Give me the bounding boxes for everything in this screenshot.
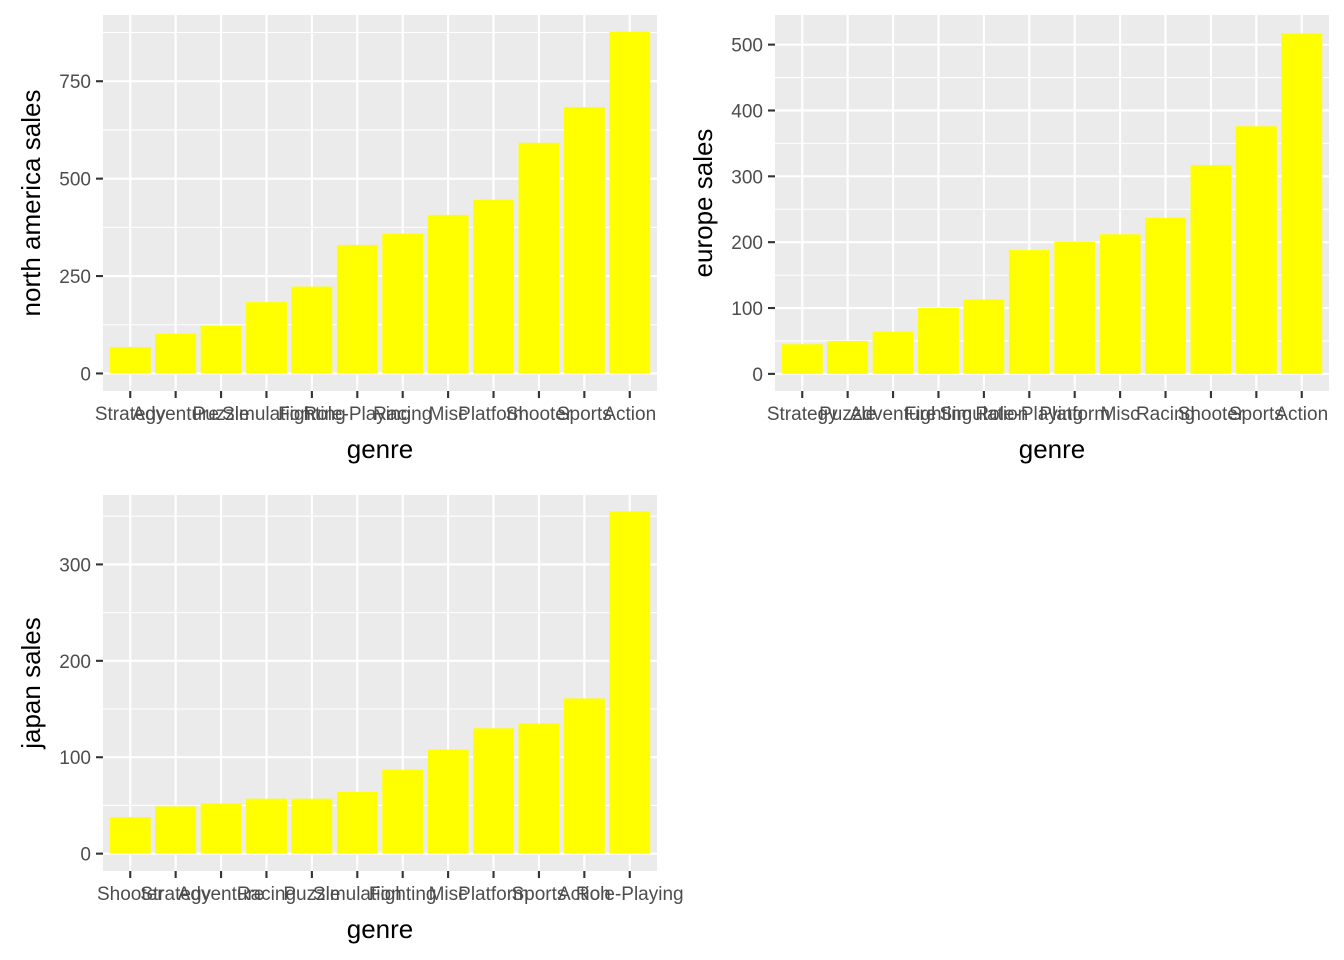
y-tick-label: 250	[59, 267, 91, 288]
x-tick-label: Misc	[429, 884, 468, 905]
x-tick-label: Action	[558, 884, 611, 905]
bar-puzzle	[291, 798, 333, 854]
y-axis-title: japan sales	[16, 617, 46, 750]
x-tick-label: Action	[1275, 404, 1328, 425]
y-tick-label: 400	[731, 101, 763, 122]
chart-panel-1: 0 250 500 750 StrategyAdventurePuzzleSimulat…	[16, 15, 657, 464]
bar-simulation	[336, 791, 378, 854]
bar-sports	[1235, 126, 1277, 374]
y-tick-label: 100	[59, 748, 91, 769]
x-tick-label: Strategy	[140, 884, 211, 905]
x-tick-label: Simulation	[222, 404, 311, 425]
x-tick-label: Role-Playing	[975, 404, 1083, 425]
bar-fighting	[382, 769, 424, 854]
x-tick-label: Adventure	[132, 404, 219, 425]
x-tick-label: Sports	[557, 404, 612, 425]
chart-panel-2: 0 100 200 300 400 500 StrategyPuzzleAdventureF…	[688, 15, 1329, 464]
y-tick-label: 500	[731, 36, 763, 57]
x-tick-label: Platform	[1039, 404, 1110, 425]
y-tick-label: 100	[731, 299, 763, 320]
x-tick-label: Platform	[458, 884, 529, 905]
x-tick-label: Strategy	[95, 404, 166, 425]
y-tick-label: 200	[731, 233, 763, 254]
x-tick-label: Puzzle	[283, 884, 340, 905]
bar-racing	[246, 798, 287, 854]
y-tick-label: 200	[59, 652, 91, 673]
x-tick-label: Shooter	[1178, 404, 1245, 425]
bar-shooter	[1190, 165, 1232, 374]
x-tick-label: Fighting	[905, 404, 973, 425]
bar-action	[1281, 33, 1323, 374]
bar-simulation	[246, 302, 287, 374]
y-tick-label: 300	[59, 555, 91, 576]
x-tick-label: Simulation	[313, 884, 402, 905]
bar-strategy	[155, 806, 197, 854]
bar-sports	[518, 723, 560, 854]
bar-role-playing	[336, 244, 378, 374]
bar-puzzle	[200, 325, 242, 374]
x-tick-label: Shooter	[506, 404, 573, 425]
bar-misc	[427, 749, 469, 854]
bar-misc	[1099, 234, 1141, 374]
x-tick-label: Fighting	[278, 404, 346, 425]
y-tick-label: 300	[731, 167, 763, 188]
x-tick-label: Simulation	[940, 404, 1029, 425]
x-axis-title: genre	[347, 434, 414, 464]
x-tick-label: Puzzle	[193, 404, 250, 425]
bar-platform	[473, 199, 514, 374]
x-tick-label: Misc	[1101, 404, 1140, 425]
bar-role-playing	[1008, 250, 1050, 374]
bar-racing	[1145, 217, 1186, 374]
bar-racing	[382, 233, 424, 374]
x-tick-label: Racing	[373, 404, 432, 425]
x-tick-label: Adventure	[850, 404, 937, 425]
bar-misc	[427, 214, 469, 374]
bar-shooter	[109, 817, 151, 854]
x-axis-title: genre	[347, 914, 414, 944]
y-tick-label: 0	[80, 364, 91, 385]
bar-simulation	[963, 299, 1005, 374]
bar-fighting	[291, 286, 333, 374]
x-tick-label: Racing	[1136, 404, 1195, 425]
bar-strategy	[781, 344, 823, 374]
x-tick-label: Puzzle	[819, 404, 876, 425]
y-tick-label: 500	[59, 170, 91, 191]
x-tick-label: Action	[603, 404, 656, 425]
x-tick-label: Racing	[237, 884, 296, 905]
x-tick-label: Sports	[1229, 404, 1284, 425]
bar-platform	[473, 728, 514, 854]
y-axis-title: north america sales	[16, 90, 46, 317]
y-tick-label: 0	[80, 845, 91, 866]
x-tick-label: Fighting	[369, 884, 437, 905]
bar-action	[609, 31, 651, 374]
x-tick-label: Strategy	[767, 404, 838, 425]
x-tick-label: Misc	[429, 404, 468, 425]
y-axis-title: europe sales	[688, 129, 718, 278]
x-tick-label: Role-Playing	[303, 404, 411, 425]
bar-fighting	[918, 308, 959, 374]
bar-sports	[563, 106, 605, 374]
x-tick-label: Role-Playing	[576, 884, 684, 905]
y-tick-label: 750	[59, 72, 91, 93]
chart-panel-3: 0 100 200 300 ShooterStrategyAdventureRacing…	[16, 495, 684, 944]
x-tick-label: Sports	[511, 884, 566, 905]
bar-platform	[1054, 241, 1096, 374]
bar-action	[563, 698, 605, 854]
y-tick-label: 0	[752, 365, 763, 386]
x-tick-label: Shooter	[97, 884, 164, 905]
x-tick-label: Platform	[458, 404, 529, 425]
x-axis-title: genre	[1019, 434, 1086, 464]
x-tick-label: Adventure	[178, 884, 265, 905]
bar-strategy	[109, 346, 151, 374]
bar-role-playing	[609, 511, 651, 854]
bar-adventure	[155, 333, 197, 374]
bar-shooter	[518, 142, 560, 374]
bar-puzzle	[827, 340, 869, 374]
bar-adventure	[200, 803, 242, 854]
bar-adventure	[872, 331, 914, 374]
